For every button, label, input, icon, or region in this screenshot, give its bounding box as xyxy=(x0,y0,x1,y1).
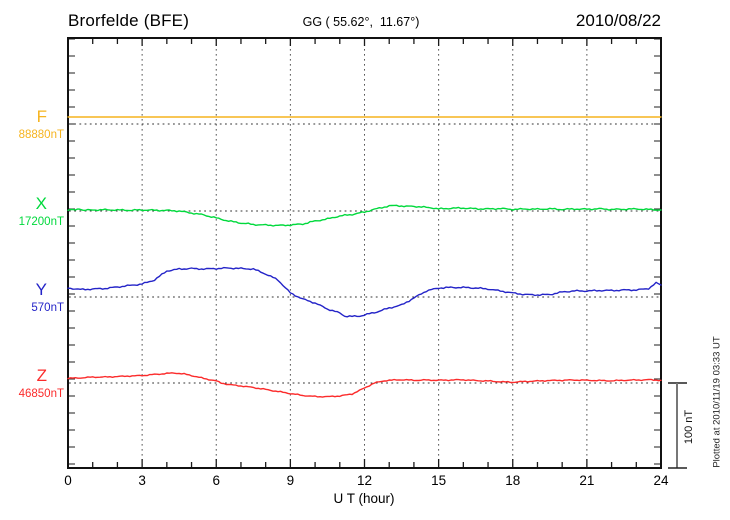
geographic-coordinates: GG ( 55.62°, 11.67°) xyxy=(302,15,420,29)
station-title: Brorfelde (BFE) xyxy=(68,11,190,30)
trace-baseline-value-F: 88880nT xyxy=(18,129,64,141)
x-tick-label-21: 21 xyxy=(579,473,595,488)
x-tick-label-12: 12 xyxy=(356,473,373,488)
x-tick-label-0: 0 xyxy=(64,473,72,488)
plot-frame xyxy=(67,37,662,469)
x-axis-title: U T (hour) xyxy=(333,491,395,506)
scale-bar-label: 100 nT xyxy=(683,409,695,445)
x-tick-label-6: 6 xyxy=(212,473,220,488)
x-tick-label-24: 24 xyxy=(653,473,669,488)
plot-date: 2010/08/22 xyxy=(575,11,661,30)
trace-baseline-value-Z: 46850nT xyxy=(18,388,64,400)
x-tick-label-15: 15 xyxy=(431,473,447,488)
trace-baseline-value-Y: 570nT xyxy=(31,302,64,314)
trace-label-Y: Y xyxy=(35,280,47,299)
trace-label-X: X xyxy=(35,194,47,213)
trace-Z xyxy=(67,372,662,398)
trace-baseline-value-X: 17200nT xyxy=(18,216,64,228)
trace-label-Z: Z xyxy=(36,366,47,385)
plotted-at-note: Plotted at 2010/11/19 03:33 UT xyxy=(711,336,723,468)
x-tick-label-3: 3 xyxy=(138,473,146,488)
trace-Y xyxy=(67,266,662,318)
x-tick-label-18: 18 xyxy=(505,473,521,488)
trace-label-F: F xyxy=(36,107,47,126)
trace-X xyxy=(67,204,662,227)
x-tick-label-9: 9 xyxy=(286,473,295,488)
